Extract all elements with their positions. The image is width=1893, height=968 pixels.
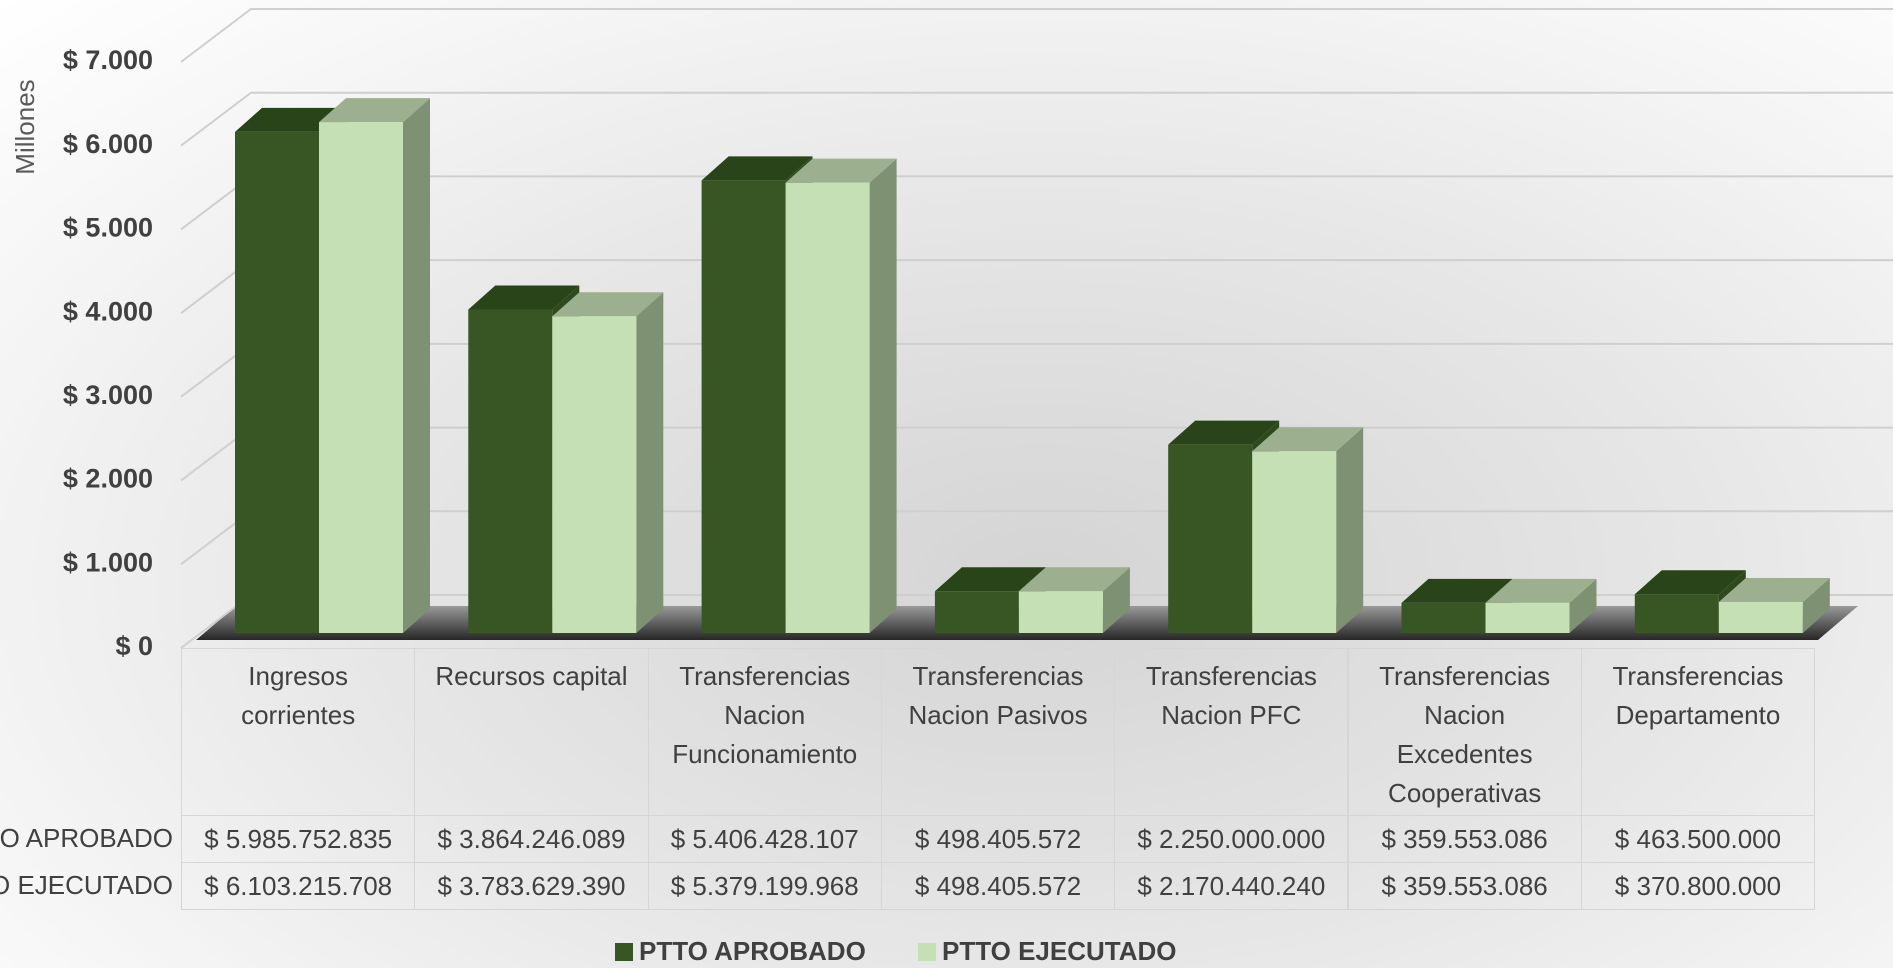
table-category: Transferencias Departamento	[1581, 648, 1815, 816]
table-value: $ 3.864.246.089	[414, 815, 648, 863]
grid-line	[181, 9, 1893, 62]
bar-front	[786, 183, 870, 633]
legend-swatch	[918, 943, 936, 961]
legend-item: PTTO EJECUTADO	[918, 936, 1177, 967]
bar	[1019, 567, 1130, 633]
table-value: $ 5.406.428.107	[648, 815, 882, 863]
legend-swatch	[615, 943, 633, 961]
grid-line	[181, 428, 1893, 481]
table-value: $ 359.553.086	[1348, 862, 1582, 910]
grid-line	[181, 344, 1893, 397]
bar-front	[468, 310, 552, 633]
table-value: $ 498.405.572	[881, 815, 1115, 863]
grid	[181, 9, 1893, 648]
bar-front	[1719, 602, 1803, 633]
y-tick-label: $ 1.000	[63, 547, 153, 577]
table-value: $ 6.103.215.708	[181, 862, 415, 910]
bar-front	[552, 316, 636, 633]
table-value: $ 359.553.086	[1348, 815, 1582, 863]
bar-front	[1168, 445, 1252, 633]
y-tick-label: $ 7.000	[63, 45, 153, 75]
table-value: $ 2.250.000.000	[1114, 815, 1348, 863]
grid-line	[181, 176, 1893, 229]
table-category: Transferencias Nacion Funcionamiento	[648, 648, 882, 816]
bar	[319, 98, 430, 633]
bar-front	[935, 591, 1019, 633]
y-tick-label: $ 4.000	[63, 296, 153, 326]
y-tick-label: $ 2.000	[63, 464, 153, 494]
bar-side	[403, 98, 430, 633]
table-category: Recursos capital	[414, 648, 648, 816]
bar-side	[1336, 427, 1363, 633]
legend-label: PTTO EJECUTADO	[942, 936, 1177, 966]
bar-front	[1402, 603, 1486, 633]
bar	[552, 292, 663, 633]
table-value: $ 498.405.572	[881, 862, 1115, 910]
bar	[1252, 427, 1363, 633]
y-tick-label: $ 5.000	[63, 213, 153, 243]
grid-line	[181, 93, 1893, 146]
legend-item: PTTO APROBADO	[615, 936, 866, 967]
bar-front	[1486, 603, 1570, 633]
bar-front	[1019, 591, 1103, 633]
table-category: Transferencias Nacion Excedentes Coopera…	[1348, 648, 1582, 816]
bar-front	[1252, 451, 1336, 633]
bar-front	[702, 180, 786, 633]
table-category: Ingresos corrientes	[181, 648, 415, 816]
table-value: $ 5.379.199.968	[648, 862, 882, 910]
table-value: $ 370.800.000	[1581, 862, 1815, 910]
bar	[786, 159, 897, 633]
table-row-header: PTTO APROBADO	[0, 815, 173, 861]
bar-front	[1635, 594, 1719, 633]
grid-line	[181, 260, 1893, 313]
y-axis-title: Millones	[10, 79, 40, 174]
table-value: $ 3.783.629.390	[414, 862, 648, 910]
bar-side	[636, 292, 663, 633]
legend-label: PTTO APROBADO	[639, 936, 866, 966]
bar-front	[235, 132, 319, 633]
grid-line	[181, 511, 1893, 564]
table-value: $ 463.500.000	[1581, 815, 1815, 863]
bar-front	[319, 122, 403, 633]
table-row-header: PTTO EJECUTADO	[0, 862, 173, 908]
chart-page: Millones $ 0 $ 1.000 $ 2.000 $ 3.000 $ 4.000…	[0, 0, 1893, 968]
table-category: Transferencias Nacion PFC	[1114, 648, 1348, 816]
y-tick-label: $ 0	[115, 631, 153, 661]
table-value: $ 5.985.752.835	[181, 815, 415, 863]
table-value: $ 2.170.440.240	[1114, 862, 1348, 910]
y-tick-label: $ 3.000	[63, 380, 153, 410]
y-tick-label: $ 6.000	[63, 129, 153, 159]
table-category: Transferencias Nacion Pasivos	[881, 648, 1115, 816]
bar-side	[870, 159, 897, 633]
